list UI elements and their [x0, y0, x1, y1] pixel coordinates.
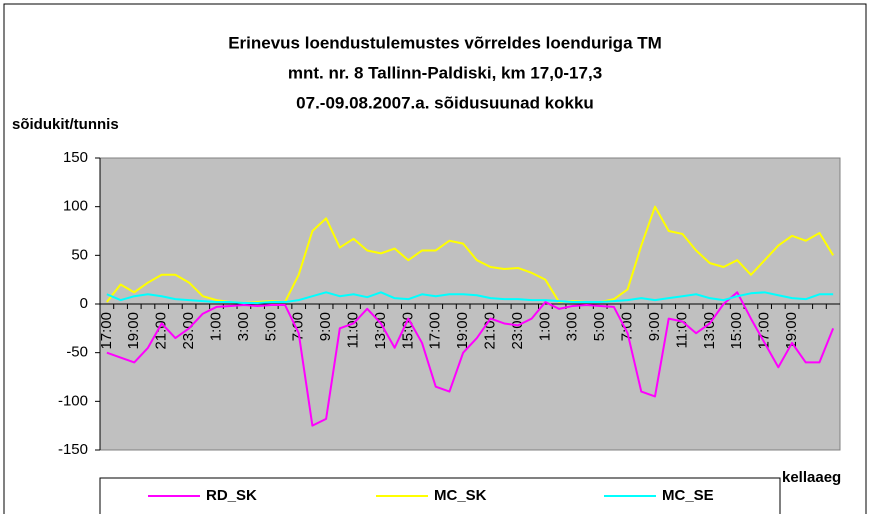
x-tick-label: 9:00: [317, 312, 334, 341]
x-tick-label: 17:00: [427, 312, 444, 350]
y-tick-label: 0: [80, 295, 88, 312]
series-line: [106, 291, 834, 305]
x-tick-label: 19:00: [783, 312, 800, 350]
x-tick-label: 11:00: [673, 312, 690, 348]
y-tick-label: -50: [66, 344, 88, 361]
series-line: [106, 291, 835, 427]
x-tick-label: 5:00: [262, 312, 279, 341]
chart-title: mnt. nr. 8 Tallinn-Paldiski, km 17,0-17,…: [288, 63, 602, 82]
x-tick-label: 3:00: [235, 312, 252, 341]
legend-label: MC_SK: [434, 487, 487, 504]
x-tick-label: 3:00: [564, 312, 581, 341]
legend-label: MC_SE: [662, 487, 714, 504]
y-tick-label: -150: [58, 441, 88, 458]
legend: [99, 477, 781, 514]
x-tick-label: 19:00: [454, 312, 471, 350]
x-tick-label: 23:00: [180, 312, 197, 350]
chart-title: 07.-09.08.2007.a. sõidusuunad kokku: [296, 93, 594, 112]
x-tick-label: 5:00: [591, 312, 608, 341]
x-tick-label: 15:00: [728, 312, 745, 350]
legend-label: RD_SK: [206, 487, 257, 504]
x-tick-label: 19:00: [125, 312, 142, 350]
x-tick-label: 1:00: [536, 312, 553, 341]
y-axis-label: sõidukit/tunnis: [12, 116, 119, 133]
x-axis-label: kellaaeg: [782, 469, 841, 486]
x-tick-label: 11:00: [344, 312, 361, 348]
x-tick-label: 17:00: [98, 312, 115, 350]
x-tick-label: 13:00: [372, 312, 389, 350]
x-tick-label: 17:00: [756, 312, 773, 350]
chart-title: Erinevus loendustulemustes võrreldes loe…: [228, 33, 662, 52]
x-tick-label: 9:00: [646, 312, 663, 341]
x-tick-label: 21:00: [482, 312, 499, 350]
x-tick-label: 23:00: [509, 312, 526, 350]
x-tick-label: 7:00: [619, 312, 636, 341]
y-tick-label: 100: [63, 198, 88, 215]
y-tick-label: -100: [58, 392, 88, 409]
y-tick-label: 50: [71, 246, 88, 263]
x-tick-label: 13:00: [701, 312, 718, 350]
y-tick-label: 150: [63, 149, 88, 166]
x-tick-label: 1:00: [207, 312, 224, 341]
x-tick-label: 7:00: [290, 312, 307, 341]
x-tick-label: 21:00: [153, 312, 170, 350]
x-tick-label: 15:00: [399, 312, 416, 350]
